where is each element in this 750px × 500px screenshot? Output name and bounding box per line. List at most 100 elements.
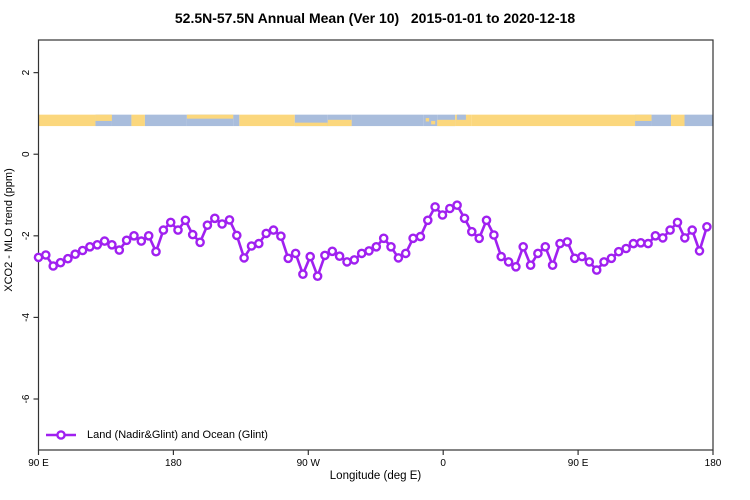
data-point-marker [518, 241, 529, 252]
data-point-marker [136, 236, 147, 246]
data-point-marker [474, 233, 485, 244]
data-point-marker [121, 235, 132, 246]
data-point-marker [268, 225, 279, 235]
data-point-marker [290, 248, 301, 259]
data-point-marker [77, 245, 88, 256]
data-point-marker [173, 225, 183, 235]
data-point-marker [239, 253, 249, 263]
data-point-marker [643, 238, 653, 249]
x-tick-label: 180 [165, 458, 182, 469]
y-tick-label: 0 [21, 151, 32, 157]
data-point-marker [143, 230, 154, 241]
data-point-marker [555, 238, 565, 249]
data-point-marker [680, 233, 690, 243]
data-point-marker [459, 213, 470, 224]
map-strip-segment-land [294, 122, 328, 127]
data-point-marker [327, 246, 338, 257]
data-point-marker [364, 246, 374, 256]
data-point-marker [151, 246, 161, 257]
data-point-marker [165, 217, 176, 228]
x-tick-label: 180 [705, 458, 722, 469]
map-strip-segment-land [455, 114, 472, 127]
map-strip-segment-land [471, 114, 636, 127]
data-point-marker [107, 239, 117, 250]
map-strip-segment-land [635, 114, 652, 121]
data-point-marker [591, 265, 602, 275]
map-strip-segment-ocean [111, 114, 132, 127]
data-point-marker [158, 225, 169, 235]
data-point-marker [621, 243, 631, 254]
data-point-marker [114, 245, 125, 255]
data-point-marker [687, 225, 698, 235]
data-point-marker [481, 215, 492, 226]
data-point-marker [48, 261, 59, 271]
data-point-marker [393, 253, 404, 263]
map-strip-segment-land [131, 114, 145, 127]
data-point-marker [209, 213, 220, 224]
data-point-marker [92, 239, 103, 250]
data-point-marker [444, 203, 455, 214]
y-tick-label: -4 [21, 313, 32, 322]
map-strip-segment-land [239, 114, 295, 127]
map-strip-segment-ocean [423, 114, 438, 127]
map-strip-segment-land [38, 114, 96, 127]
legend-label: Land (Nadir&Glint) and Ocean (Glint) [87, 429, 268, 441]
map-strip-segment-ocean [684, 114, 713, 127]
data-point-marker [298, 269, 308, 280]
data-point-marker [180, 215, 191, 226]
data-point-marker [489, 230, 499, 240]
chart-title: 52.5N-57.5N Annual Mean (Ver 10) 2015-01… [174, 10, 576, 26]
data-point-marker [694, 246, 705, 256]
data-point-marker [224, 215, 235, 225]
data-point-marker [569, 253, 580, 264]
map-strip-segment-land [95, 114, 112, 121]
data-point-marker [371, 241, 382, 252]
data-point-marker [386, 241, 396, 252]
map-strip-segment-land [437, 119, 456, 127]
data-point-marker [672, 217, 683, 228]
data-point-marker [415, 231, 426, 242]
data-point-marker [253, 238, 264, 249]
data-point-marker [606, 253, 617, 264]
data-point-marker [466, 226, 477, 237]
map-strip-segment-ocean [144, 114, 187, 127]
map-strip-segment-ocean [186, 114, 234, 127]
map-strip-segment-ocean [294, 114, 328, 127]
legend: Land (Nadir&Glint) and Ocean (Glint) [44, 428, 268, 442]
data-point-marker [511, 261, 521, 272]
data-point-marker [702, 221, 712, 232]
data-point-marker [613, 246, 624, 257]
data-point-marker [503, 257, 514, 267]
data-point-marker [70, 249, 80, 259]
data-point-marker [408, 233, 418, 244]
data-point-marker [496, 251, 507, 262]
y-tick-label: 2 [21, 69, 32, 75]
map-strip-segment-land [186, 114, 234, 119]
y-tick-label: -2 [21, 231, 32, 240]
x-axis-label: Longitude (deg E) [329, 470, 422, 482]
x-tick-label: 90 E [28, 458, 49, 469]
data-point-marker [231, 230, 242, 241]
y-tick-label: -6 [21, 394, 32, 403]
map-strip-segment-land [327, 119, 352, 127]
data-point-marker [452, 200, 462, 210]
data-point-marker [584, 257, 595, 267]
map-strip-segment-land [671, 114, 685, 127]
data-point-marker [547, 260, 558, 271]
data-point-marker [533, 248, 543, 259]
data-point-marker [320, 250, 330, 261]
data-point-marker [187, 229, 198, 240]
data-point-marker [628, 238, 639, 249]
map-strip-segment-ocean [233, 114, 240, 127]
data-point-marker [63, 253, 73, 264]
data-point-marker [422, 215, 433, 226]
x-tick-label: 90 W [297, 458, 321, 469]
x-tick-label: 0 [440, 458, 446, 469]
data-point-marker [562, 237, 573, 247]
data-point-marker [636, 237, 646, 248]
legend-marker-icon [46, 430, 76, 440]
data-point-marker [650, 230, 661, 241]
data-point-marker [305, 251, 316, 262]
data-point-marker [41, 250, 51, 260]
data-point-marker [334, 251, 345, 262]
